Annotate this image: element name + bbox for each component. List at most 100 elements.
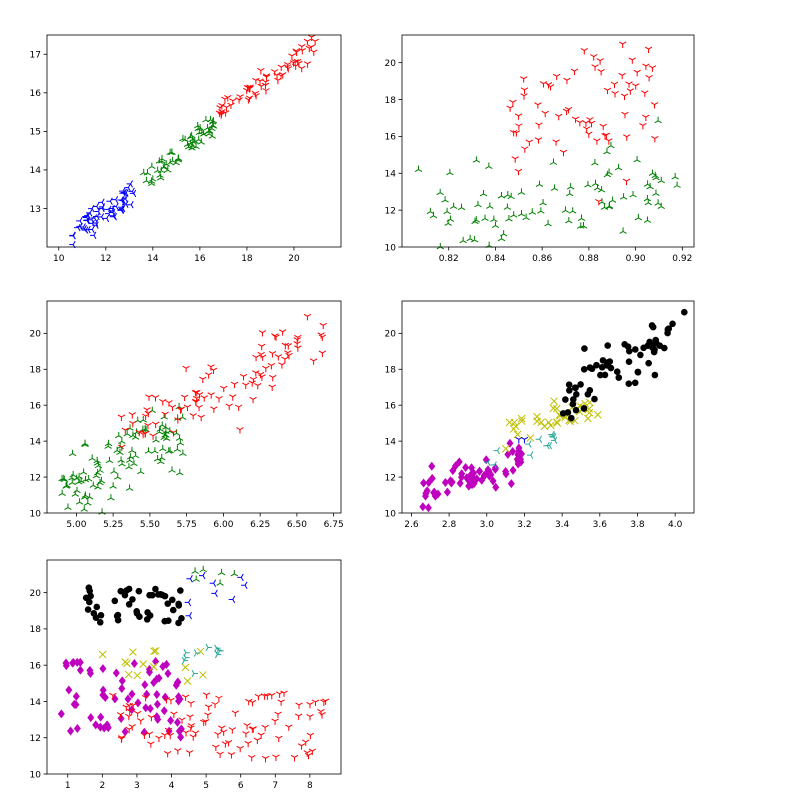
data-point: [88, 454, 96, 461]
series-blue: [515, 436, 529, 444]
data-point: [68, 449, 77, 457]
x-tick-label: 0.84: [485, 254, 505, 264]
axes-frame: [401, 300, 695, 514]
data-point: [669, 320, 676, 328]
data-point: [84, 606, 92, 613]
data-point: [283, 61, 292, 69]
data-point: [146, 704, 154, 714]
data-point: [81, 439, 89, 447]
data-point: [116, 448, 124, 456]
y-tick-label: 10: [30, 770, 42, 780]
data-point: [202, 692, 211, 699]
data-point: [176, 468, 184, 476]
x-tick-label: 6.25: [250, 520, 270, 530]
data-point: [99, 664, 107, 674]
x-tick-label: 5: [203, 781, 209, 791]
data-point: [84, 211, 91, 220]
data-point: [122, 704, 130, 712]
data-point: [230, 569, 239, 577]
data-point: [572, 384, 579, 392]
data-point: [216, 751, 224, 759]
data-point: [153, 455, 162, 462]
series-blue: [184, 571, 248, 620]
data-point: [270, 69, 279, 76]
data-point: [302, 739, 310, 746]
data-point: [526, 434, 535, 442]
data-point: [478, 475, 486, 485]
data-point: [199, 565, 207, 573]
y-tick-label: 14: [30, 437, 42, 447]
data-point: [57, 709, 65, 719]
data-point: [199, 130, 208, 137]
data-point: [81, 226, 89, 234]
data-point: [197, 414, 205, 422]
data-point: [506, 105, 514, 112]
data-point: [595, 198, 603, 206]
y-tick-label: 18: [385, 96, 397, 106]
data-point: [158, 453, 166, 461]
data-point: [142, 703, 150, 713]
data-point: [436, 188, 444, 196]
data-point: [591, 64, 599, 71]
data-point: [153, 674, 161, 684]
data-point: [583, 126, 591, 133]
data-point: [470, 468, 478, 478]
data-point: [652, 189, 660, 196]
data-point: [306, 732, 315, 740]
data-point: [632, 83, 640, 90]
data-point: [102, 214, 110, 223]
data-point: [249, 376, 258, 384]
data-point: [218, 103, 226, 110]
data-point: [118, 683, 126, 693]
data-point: [152, 585, 159, 593]
data-point: [473, 474, 481, 484]
data-point: [178, 717, 186, 724]
data-point: [552, 404, 561, 413]
data-point: [509, 465, 517, 475]
data-point: [625, 358, 633, 365]
data-point: [509, 446, 517, 456]
data-point: [207, 392, 215, 399]
data-point: [199, 671, 207, 679]
data-point: [644, 46, 653, 54]
data-point: [97, 611, 105, 619]
x-tick-label: 3.6: [593, 520, 608, 530]
data-point: [176, 439, 185, 446]
data-point: [133, 671, 142, 680]
data-point: [559, 410, 567, 417]
data-point: [585, 408, 594, 417]
data-point: [472, 216, 481, 223]
data-point: [179, 449, 187, 457]
data-point: [96, 478, 104, 486]
x-tick-label: 2: [99, 781, 105, 791]
y-tick-label: 20: [385, 59, 397, 69]
data-point: [277, 699, 285, 706]
data-point: [158, 421, 166, 428]
data-point: [176, 407, 185, 414]
data-point: [248, 754, 256, 762]
data-point: [626, 88, 635, 95]
data-point: [520, 87, 529, 94]
data-point: [579, 222, 588, 229]
data-point: [129, 648, 137, 656]
data-point: [72, 691, 80, 701]
data-point: [513, 454, 521, 464]
data-point: [533, 417, 541, 426]
data-point: [183, 677, 192, 685]
data-point: [274, 711, 282, 719]
data-point: [537, 207, 545, 214]
data-point: [503, 203, 512, 210]
data-point: [633, 69, 641, 77]
x-tick-label: 6.75: [324, 520, 344, 530]
data-point: [288, 53, 296, 60]
data-point: [256, 78, 264, 85]
data-point: [109, 482, 117, 489]
data-point: [257, 351, 265, 359]
data-point: [217, 111, 225, 118]
x-tick-label: 12: [100, 254, 111, 264]
data-point: [559, 149, 568, 157]
data-point: [648, 65, 657, 72]
data-point: [126, 453, 135, 460]
data-point: [311, 699, 320, 706]
